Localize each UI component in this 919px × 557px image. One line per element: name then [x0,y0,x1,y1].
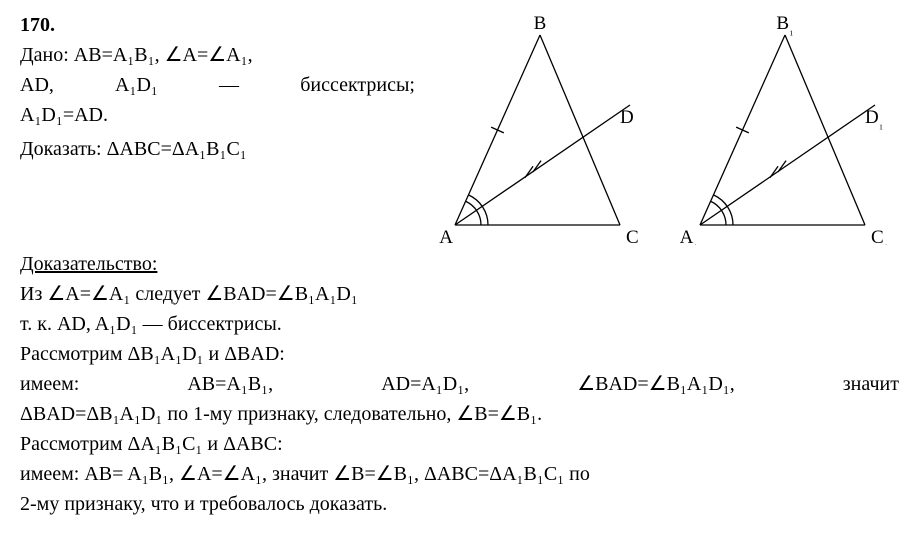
given-line-4: Доказать: ΔABC=ΔA₁B₁C₁ [20,134,415,164]
given-bisectors: биссектрисы; [300,70,415,100]
svg-text:A₁: A₁ [680,227,698,245]
proof-4-left: имеем: [20,369,79,399]
proof-line-8: 2-му признаку, что и требовалось доказат… [20,489,899,519]
svg-text:A: A [439,227,453,245]
given-line-3: A₁D₁=AD. [20,100,415,130]
proof-4-ab: AB=A₁B₁, [187,369,273,399]
proof-4-right: значит [843,369,899,399]
given-block: 170. Дано: AB=A₁B₁, ∠A=∠A₁, AD, A₁D₁ — б… [20,10,415,164]
proof-line-7: имеем: AB= A₁B₁, ∠A=∠A₁, значит ∠B=∠B₁, … [20,459,899,489]
given-a1d1: A₁D₁ [115,70,158,100]
proof-4-angle: ∠BAD=∠B₁A₁D₁, [577,369,735,399]
proof-line-3: Рассмотрим ΔB₁A₁D₁ и ΔBAD: [20,339,899,369]
proof-line-5: ΔBAD=ΔB₁A₁D₁ по 1-му признаку, следовате… [20,399,899,429]
proof-4-ad: AD=A₁D₁, [381,369,469,399]
svg-text:C: C [626,227,639,245]
svg-text:D: D [620,107,634,128]
given-line-2: AD, A₁D₁ — биссектрисы; [20,70,415,100]
svg-text:B: B [534,15,547,34]
problem-number: 170. [20,14,55,36]
svg-text:B₁: B₁ [776,15,793,36]
proof-heading: Доказательство: [20,253,157,275]
given-line-1: Дано: AB=A₁B₁, ∠A=∠A₁, [20,40,415,70]
svg-text:D₁: D₁ [865,107,883,130]
proof-line-6: Рассмотрим ΔA₁B₁C₁ и ΔABC: [20,429,899,459]
triangle-diagram-2: B₁ A₁ C₁ D₁ [680,15,910,245]
svg-text:C₁: C₁ [871,227,888,245]
triangle-diagram-1: B A C D [435,15,665,245]
proof-line-2: т. к. AD, A₁D₁ — биссектрисы. [20,309,899,339]
proof-line-1: Из ∠А=∠A₁ следует ∠BAD=∠B₁A₁D₁ [20,279,899,309]
given-dash: — [219,70,239,100]
given-ad: AD, [20,70,54,100]
proof-line-4: имеем: AB=A₁B₁, AD=A₁D₁, ∠BAD=∠B₁A₁D₁, з… [20,369,899,399]
